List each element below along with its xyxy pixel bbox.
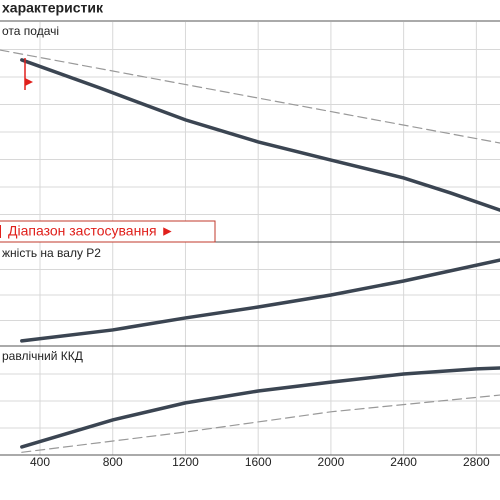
curve <box>0 49 500 144</box>
page-title: характеристик <box>2 0 104 16</box>
range-label: Діапазон застосування ► <box>8 223 174 239</box>
x-tick-label: 800 <box>103 455 123 469</box>
curve <box>21 394 500 453</box>
range-arrow <box>25 78 33 86</box>
x-tick-label: 2800 <box>463 455 490 469</box>
x-tick-label: 400 <box>30 455 50 469</box>
range-box <box>0 220 216 243</box>
x-tick-label: 1200 <box>172 455 199 469</box>
curve <box>20 366 500 449</box>
x-tick-label: 2000 <box>318 455 345 469</box>
panel-title: равлічний ККД <box>2 349 83 363</box>
x-tick-label: 1600 <box>245 455 272 469</box>
x-tick-label: 2400 <box>390 455 417 469</box>
panel-title: ота подачі <box>2 24 59 38</box>
panel-title: жність на валу P2 <box>2 246 101 260</box>
curve <box>20 58 500 212</box>
curve <box>20 258 500 343</box>
